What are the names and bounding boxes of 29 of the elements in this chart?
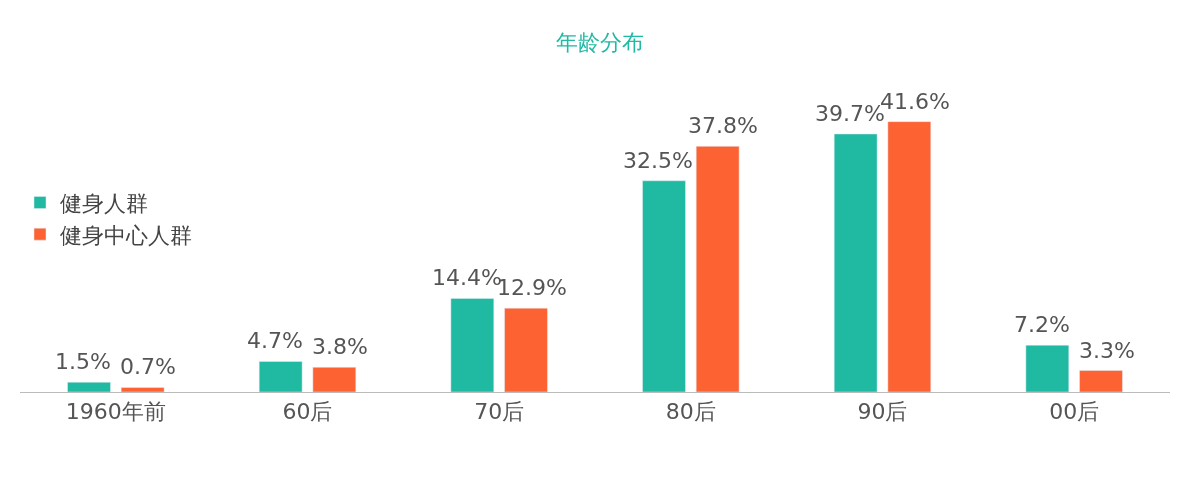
data-label: 0.7% [120, 354, 176, 379]
bar [258, 361, 303, 392]
x-tick-label: 70后 [474, 399, 525, 425]
bar [833, 133, 878, 392]
bar [450, 298, 495, 392]
chart-title: 年龄分布 [556, 29, 644, 55]
bar [504, 307, 548, 392]
bar [642, 180, 686, 392]
data-label: 37.8% [688, 113, 758, 138]
bar [695, 146, 740, 392]
x-tick-label: 90后 [857, 399, 908, 425]
legend-label: 健身人群 [60, 191, 148, 217]
data-label: 3.3% [1079, 338, 1135, 363]
bar [312, 367, 357, 392]
data-label: 1.5% [55, 349, 111, 374]
x-tick-label: 60后 [282, 399, 333, 425]
x-tick-label: 1960年前 [65, 399, 166, 425]
bar [1079, 370, 1123, 392]
data-label: 32.5% [623, 148, 693, 173]
x-tick-label: 00后 [1049, 399, 1100, 425]
bar [120, 387, 165, 392]
legend-label: 健身中心人群 [60, 222, 192, 248]
x-tick-label: 80后 [665, 399, 716, 425]
data-label: 7.2% [1014, 312, 1070, 337]
data-label: 4.7% [247, 328, 303, 353]
bar [887, 121, 932, 392]
bar [1025, 344, 1070, 392]
data-label: 3.8% [312, 334, 368, 359]
bar [67, 382, 111, 392]
